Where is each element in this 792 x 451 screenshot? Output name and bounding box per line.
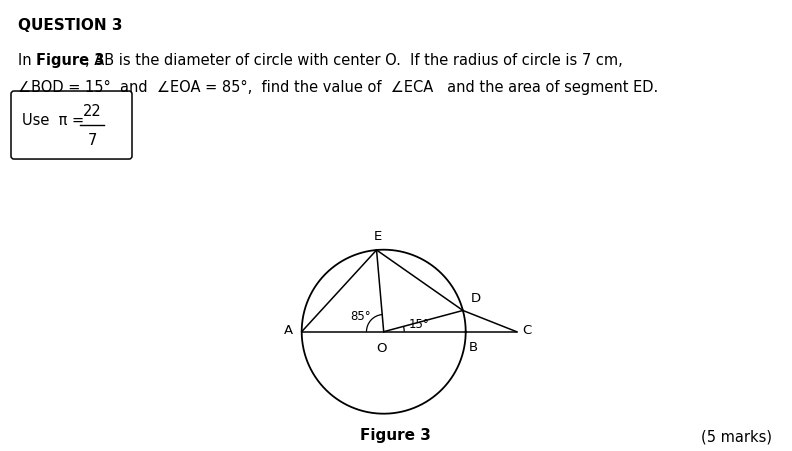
Text: Use  π =: Use π = <box>22 112 84 128</box>
Text: 22: 22 <box>82 104 101 119</box>
Text: D: D <box>470 292 481 305</box>
Text: ∠BOD = 15°  and  ∠EOA = 85°,  find the value of  ∠ECA   and the area of segment : ∠BOD = 15° and ∠EOA = 85°, find the valu… <box>18 80 658 95</box>
Text: B: B <box>469 341 478 354</box>
Text: O: O <box>376 341 386 354</box>
Text: C: C <box>522 324 531 337</box>
Text: QUESTION 3: QUESTION 3 <box>18 18 123 33</box>
FancyBboxPatch shape <box>11 91 132 159</box>
Text: 85°: 85° <box>350 310 371 323</box>
Text: Figure 3: Figure 3 <box>360 428 431 443</box>
Text: A: A <box>284 324 294 337</box>
Text: Figure 3: Figure 3 <box>36 53 105 68</box>
Text: (5 marks): (5 marks) <box>701 430 772 445</box>
Text: 15°: 15° <box>409 318 429 331</box>
Text: , AB is the diameter of circle with center O.  If the radius of circle is 7 cm,: , AB is the diameter of circle with cent… <box>85 53 623 68</box>
Text: E: E <box>374 230 383 243</box>
Text: 7: 7 <box>87 133 97 148</box>
Text: In: In <box>18 53 36 68</box>
